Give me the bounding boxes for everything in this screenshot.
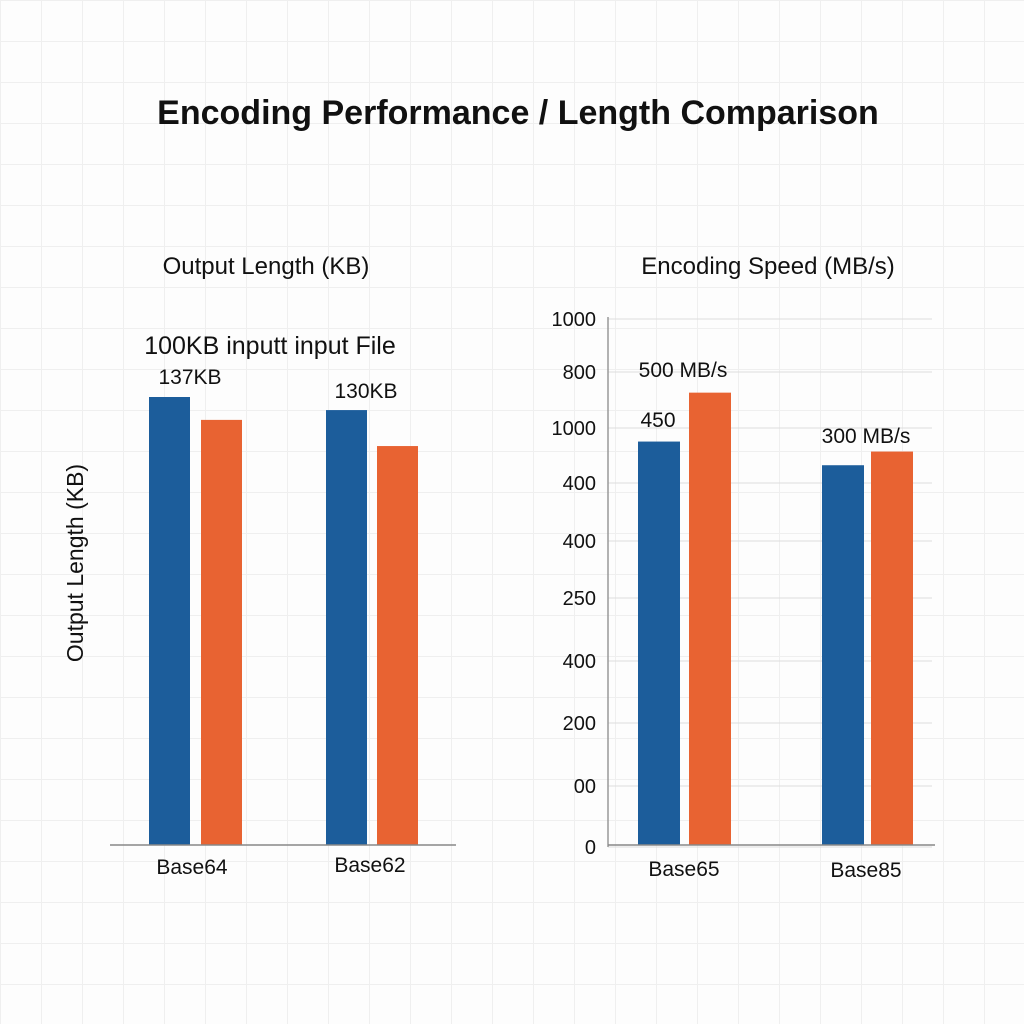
left-data-label-base62: 130KB	[334, 380, 397, 403]
right-y-tick-label: 1000	[552, 309, 597, 331]
left-chart-title: Output Length (KB)	[163, 253, 370, 280]
left-data-label-base64: 137KB	[158, 366, 221, 389]
bar-base62-series-1	[326, 410, 367, 845]
right-chart: Encoding Speed (MB/s) 1000 800 1000 400 400 2…	[552, 253, 935, 882]
bar-base64-series-2	[201, 419, 242, 845]
right-chart-title: Encoding Speed (MB/s)	[641, 253, 894, 280]
right-y-tick-label: 0	[585, 837, 596, 859]
bar-base85-series-1	[822, 465, 864, 845]
bar-base65-series-2	[689, 392, 731, 845]
bar-base65-series-1	[638, 441, 680, 845]
right-data-label-500: 500 MB/s	[639, 359, 728, 382]
left-x-tick-base62: Base62	[334, 854, 405, 877]
bar-base62-series-2	[377, 446, 418, 845]
right-y-tick-label: 400	[563, 473, 596, 495]
right-y-tick-label: 1000	[552, 418, 597, 440]
right-y-tick-label: 200	[563, 713, 596, 735]
left-chart-subtitle: 100KB inputt input File	[144, 332, 396, 360]
right-x-tick-base85: Base85	[830, 859, 901, 882]
left-chart: Output Length (KB) 100KB inputt input Fi…	[62, 253, 456, 879]
right-data-label-300: 300 MB/s	[822, 425, 911, 448]
right-x-tick-base65: Base65	[648, 858, 719, 881]
right-y-tick-label: 250	[563, 588, 596, 610]
right-y-tick-label: 00	[574, 776, 596, 798]
bar-base64-series-1	[149, 397, 190, 845]
right-y-tick-label: 800	[563, 362, 596, 384]
main-title: Encoding Performance / Length Comparison	[157, 94, 879, 132]
right-y-tick-label: 400	[563, 531, 596, 553]
left-x-tick-base64: Base64	[156, 856, 228, 879]
bar-base85-series-2	[871, 451, 913, 845]
left-y-axis-label: Output Length (KB)	[62, 464, 88, 662]
right-y-tick-label: 400	[563, 651, 596, 673]
right-data-label-450: 450	[640, 409, 675, 432]
